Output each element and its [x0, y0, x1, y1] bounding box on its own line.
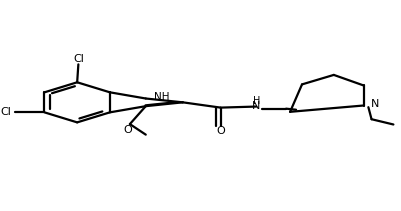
Text: NH: NH [154, 92, 170, 103]
Text: N: N [252, 100, 261, 111]
Text: O: O [124, 125, 132, 135]
Text: Cl: Cl [73, 54, 84, 64]
Text: O: O [216, 126, 225, 136]
Text: Cl: Cl [0, 107, 11, 117]
Text: H: H [253, 96, 260, 106]
Text: N: N [371, 99, 379, 110]
